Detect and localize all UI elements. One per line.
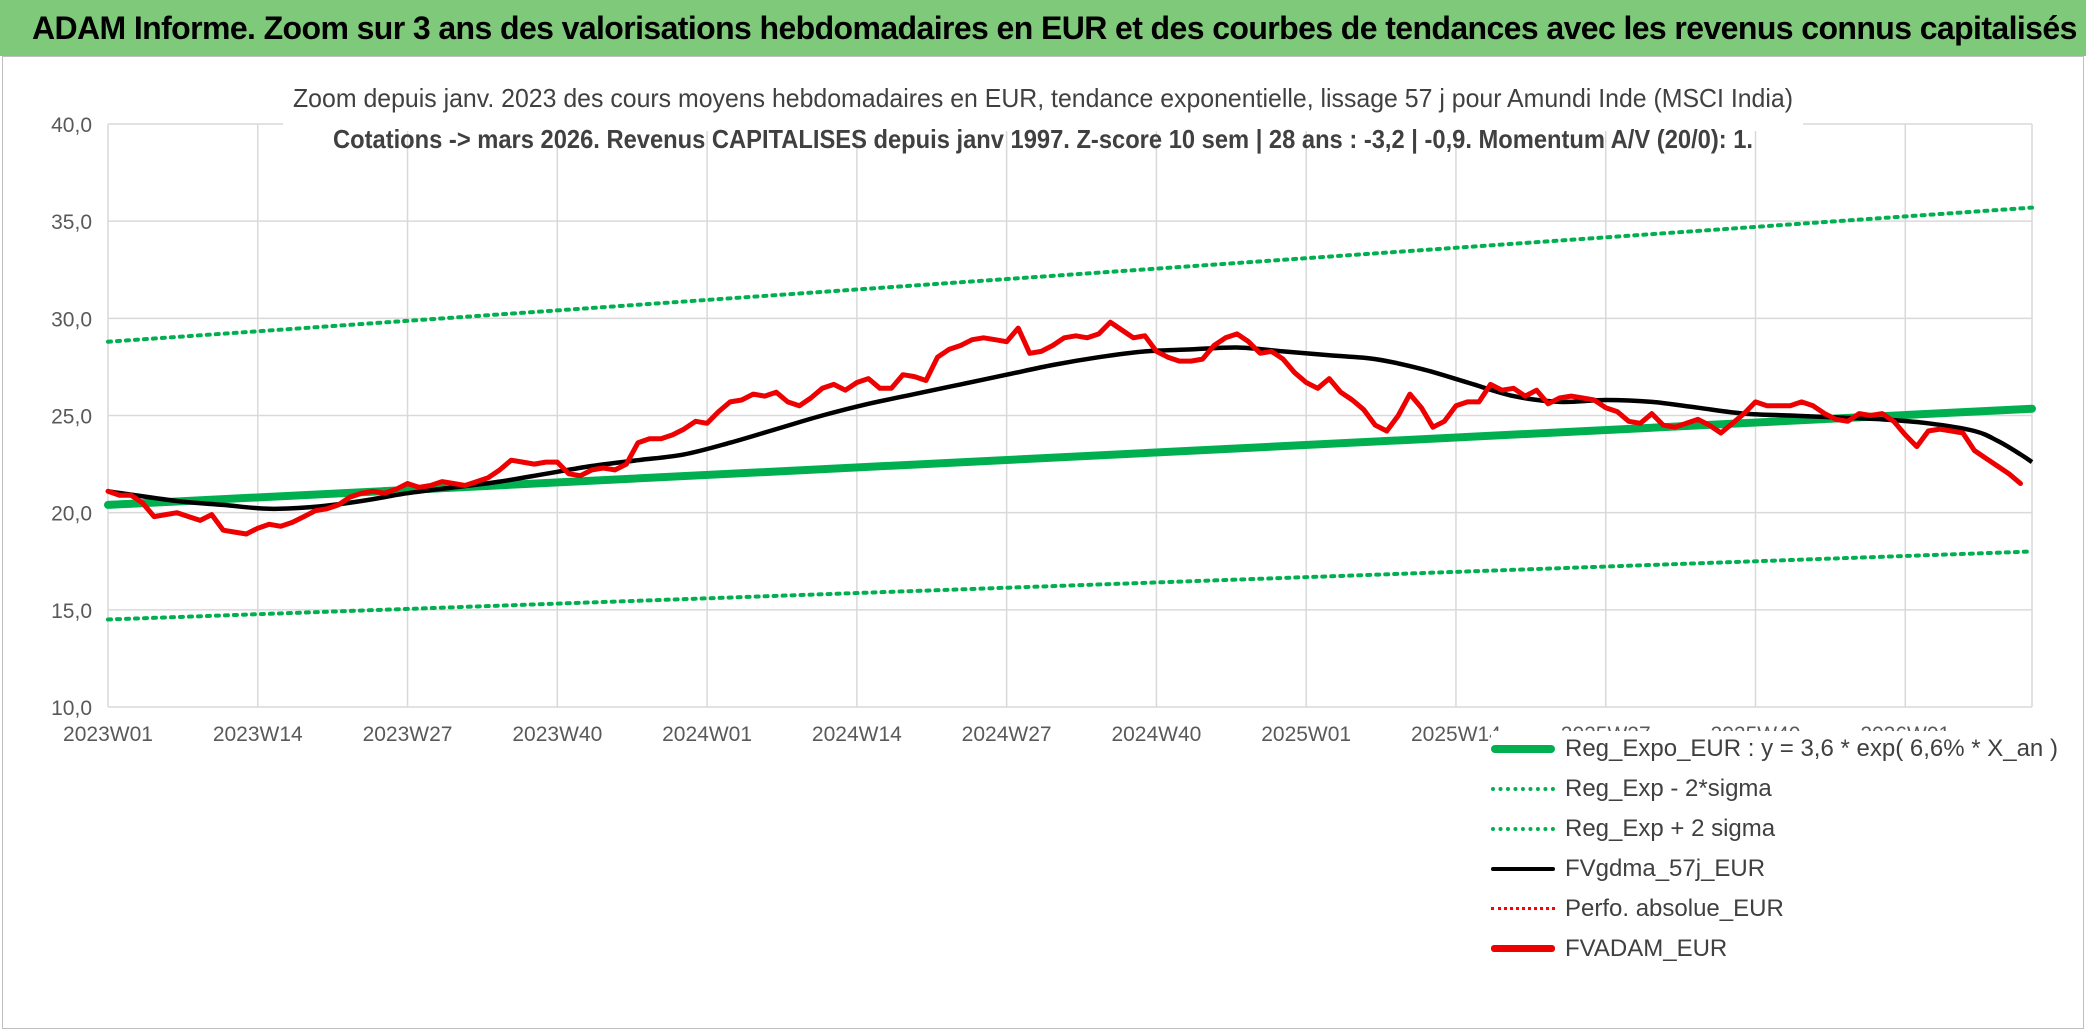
chart-svg: 10,0 15,0 20,0 25,0 30,0 35,0 40,0 2023W01 2023W… [51, 59, 2036, 746]
chart-title-line1: Zoom depuis janv. 2023 des cours moyens … [293, 83, 1793, 113]
chart-frame: 10,0 15,0 20,0 25,0 30,0 35,0 40,0 2023W01 2023W… [2, 56, 2084, 1029]
y-tick-label: 10,0 [51, 697, 92, 720]
x-tick-label: 2023W01 [63, 723, 153, 746]
x-tick-label: 2025W14 [1411, 723, 1501, 746]
x-tick-label: 2023W40 [512, 723, 602, 746]
y-tick-label: 25,0 [51, 406, 92, 429]
legend-swatch-black [1491, 861, 1555, 877]
y-tick-label: 35,0 [51, 211, 92, 234]
legend-item-reg-plus: Reg_Exp + 2 sigma [1491, 811, 1775, 847]
legend-label-reg-plus: Reg_Exp + 2 sigma [1565, 815, 1776, 842]
legend-label-reg-expo: Reg_Expo_EUR : y = 3,6 * exp( 6,6% * X_a… [1565, 735, 2058, 762]
series-line-black [107, 345, 2034, 512]
series-line-dotted-green [106, 205, 2034, 344]
x-tick-label: 2025W01 [1261, 723, 1351, 746]
x-tick-label: 2024W40 [1111, 723, 1201, 746]
legend-swatch-dotted-green [1491, 821, 1555, 837]
x-tick-label: 2023W14 [213, 723, 303, 746]
report-title: ADAM Informe. Zoom sur 3 ans des valoris… [32, 9, 2077, 46]
legend-item-reg-minus: Reg_Exp - 2*sigma [1491, 771, 1772, 807]
y-tick-label: 15,0 [51, 600, 92, 623]
legend-swatch-thick-green [1491, 741, 1555, 757]
series-line-red [105, 319, 2023, 537]
chart-title-bg [283, 59, 1803, 131]
chart-title-line2: Cotations -> mars 2026. Revenus CAPITALI… [333, 124, 1753, 154]
x-tick-label: 2023W27 [363, 723, 453, 746]
x-tick-label: 2024W01 [662, 723, 752, 746]
report-banner: ADAM Informe. Zoom sur 3 ans des valoris… [0, 0, 2086, 56]
y-tick-label: 20,0 [51, 503, 92, 526]
legend-label-fvadam: FVADAM_EUR [1565, 935, 1728, 962]
series-line-dotted-green [106, 549, 2034, 622]
legend-label-fvgdma: FVgdma_57j_EUR [1565, 855, 1766, 882]
x-tick-label: 2024W14 [812, 723, 902, 746]
legend-item-reg-expo: Reg_Expo_EUR : y = 3,6 * exp( 6,6% * X_a… [1491, 731, 2058, 767]
legend-label-perfo: Perfo. absolue_EUR [1565, 895, 1784, 922]
x-tick-label: 2024W27 [962, 723, 1052, 746]
chart-legend: Reg_Expo_EUR : y = 3,6 * exp( 6,6% * X_a… [1491, 731, 2058, 971]
legend-item-fvgdma: FVgdma_57j_EUR [1491, 851, 1765, 887]
legend-swatch-dotted-green [1491, 781, 1555, 797]
legend-swatch-dotted-red [1491, 901, 1555, 917]
y-tick-label: 30,0 [51, 308, 92, 331]
legend-label-reg-minus: Reg_Exp - 2*sigma [1565, 775, 1772, 802]
legend-item-perfo: Perfo. absolue_EUR [1491, 891, 1784, 927]
y-tick-label: 40,0 [51, 114, 92, 137]
legend-swatch-red [1491, 941, 1555, 957]
legend-item-fvadam: FVADAM_EUR [1491, 931, 1727, 967]
